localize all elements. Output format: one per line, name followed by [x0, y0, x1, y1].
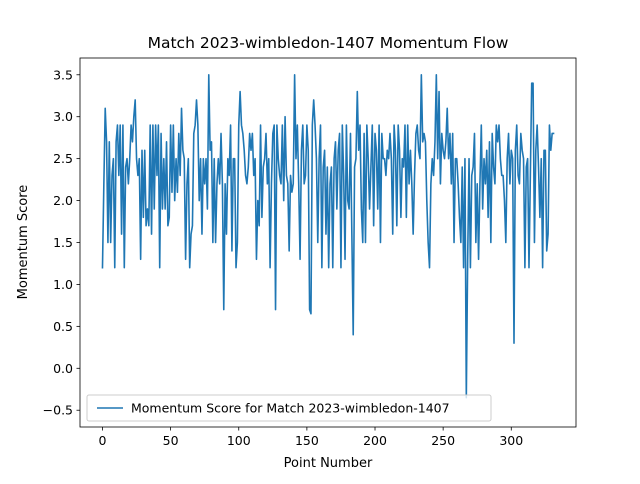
x-tick-label: 200 [363, 433, 387, 448]
x-tick-label: 150 [295, 433, 319, 448]
y-axis-ticks: −0.5 0.0 0.5 1.0 1.5 2.0 2.5 3.0 3.5 [43, 67, 80, 418]
y-tick-label: 1.0 [53, 277, 73, 292]
x-axis-label: Point Number [284, 456, 373, 471]
x-tick-label: 0 [99, 433, 107, 448]
y-tick-label: 1.5 [53, 235, 73, 250]
x-tick-label: 50 [163, 433, 179, 448]
y-tick-label: 2.0 [53, 193, 73, 208]
y-axis-label: Momentum Score [16, 185, 31, 300]
y-tick-label: 3.5 [53, 67, 73, 82]
momentum-series-line [101, 73, 555, 399]
x-tick-label: 300 [499, 433, 523, 448]
x-tick-label: 250 [431, 433, 455, 448]
legend-box [86, 394, 492, 422]
x-tick-label: 100 [227, 433, 251, 448]
y-tick-label: 0.5 [53, 319, 73, 334]
legend: Momentum Score for Match 2023-wimbledon-… [86, 394, 492, 422]
y-tick-label: 0.0 [53, 361, 73, 376]
y-tick-label: −0.5 [43, 403, 73, 418]
chart-title: Match 2023-wimbledon-1407 Momentum Flow [148, 34, 509, 52]
x-axis-ticks: 0 50 100 150 200 250 300 [99, 427, 523, 448]
legend-entry-label: Momentum Score for Match 2023-wimbledon-… [131, 401, 450, 416]
y-tick-label: 2.5 [53, 151, 73, 166]
plot-area [101, 73, 555, 399]
y-tick-label: 3.0 [53, 109, 73, 124]
